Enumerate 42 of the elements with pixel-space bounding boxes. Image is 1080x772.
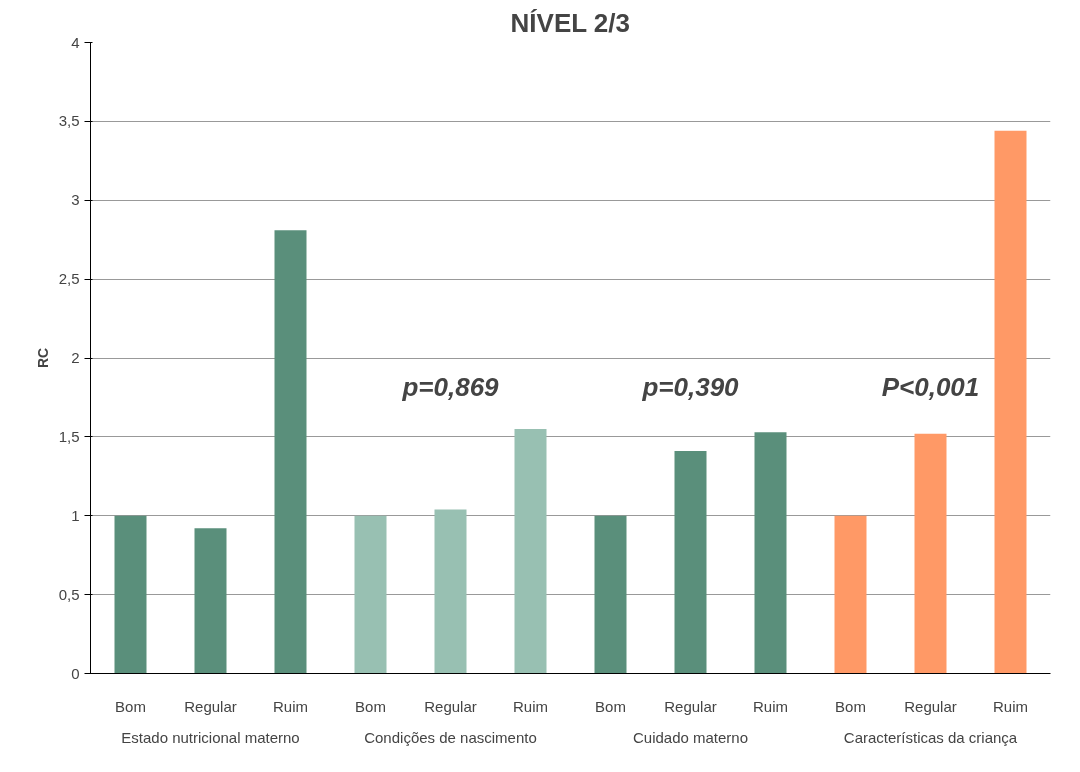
annotation: p=0,869 — [401, 372, 500, 403]
bar — [514, 428, 547, 674]
text: Estado nutricional materno — [121, 728, 300, 746]
y-tick-label: 2,5 — [58, 270, 80, 288]
y-tick-label: 4 — [71, 33, 80, 51]
y-tick-label: 3 — [71, 191, 80, 209]
chart-title: NÍVEL 2/3 — [510, 7, 630, 38]
bar — [274, 230, 307, 674]
y-tick-label: 1 — [71, 506, 80, 524]
annotation: P<0,001 — [881, 372, 980, 403]
y-axis-title: RC — [34, 347, 51, 369]
y-tick-label: 0,5 — [58, 585, 80, 603]
x-tick-label: Bom — [115, 697, 146, 715]
bar — [194, 528, 227, 674]
x-tick-label: Bom — [355, 697, 386, 715]
bar — [114, 515, 147, 674]
x-tick-label: Regular — [664, 697, 717, 715]
x-tick-label: Bom — [595, 697, 626, 715]
y-tick-label: 0 — [71, 664, 80, 682]
x-tick-label: Regular — [424, 697, 477, 715]
text: Cuidado materno — [632, 728, 749, 746]
y-tick-label: 3,5 — [58, 112, 80, 130]
bar — [674, 451, 707, 674]
bar — [994, 130, 1027, 674]
text: Condições de nascimento — [364, 728, 537, 746]
bar — [914, 433, 947, 674]
text: Características da criança — [843, 728, 1018, 746]
x-tick-label: Regular — [904, 697, 957, 715]
x-tick-label: Ruim — [513, 697, 549, 715]
bar — [354, 515, 387, 674]
x-tick-label: Regular — [184, 697, 237, 715]
bar — [434, 509, 467, 674]
y-tick-label: 2 — [71, 349, 80, 366]
bar — [834, 515, 867, 674]
x-tick-label: Ruim — [753, 697, 789, 715]
x-tick-label: Bom — [835, 697, 866, 715]
bar — [594, 515, 627, 674]
bar — [754, 432, 787, 674]
x-tick-label: Ruim — [993, 697, 1029, 715]
y-tick-label: 1,5 — [58, 427, 80, 445]
x-tick-label: Ruim — [273, 697, 309, 715]
annotation: p=0,390 — [641, 372, 740, 403]
